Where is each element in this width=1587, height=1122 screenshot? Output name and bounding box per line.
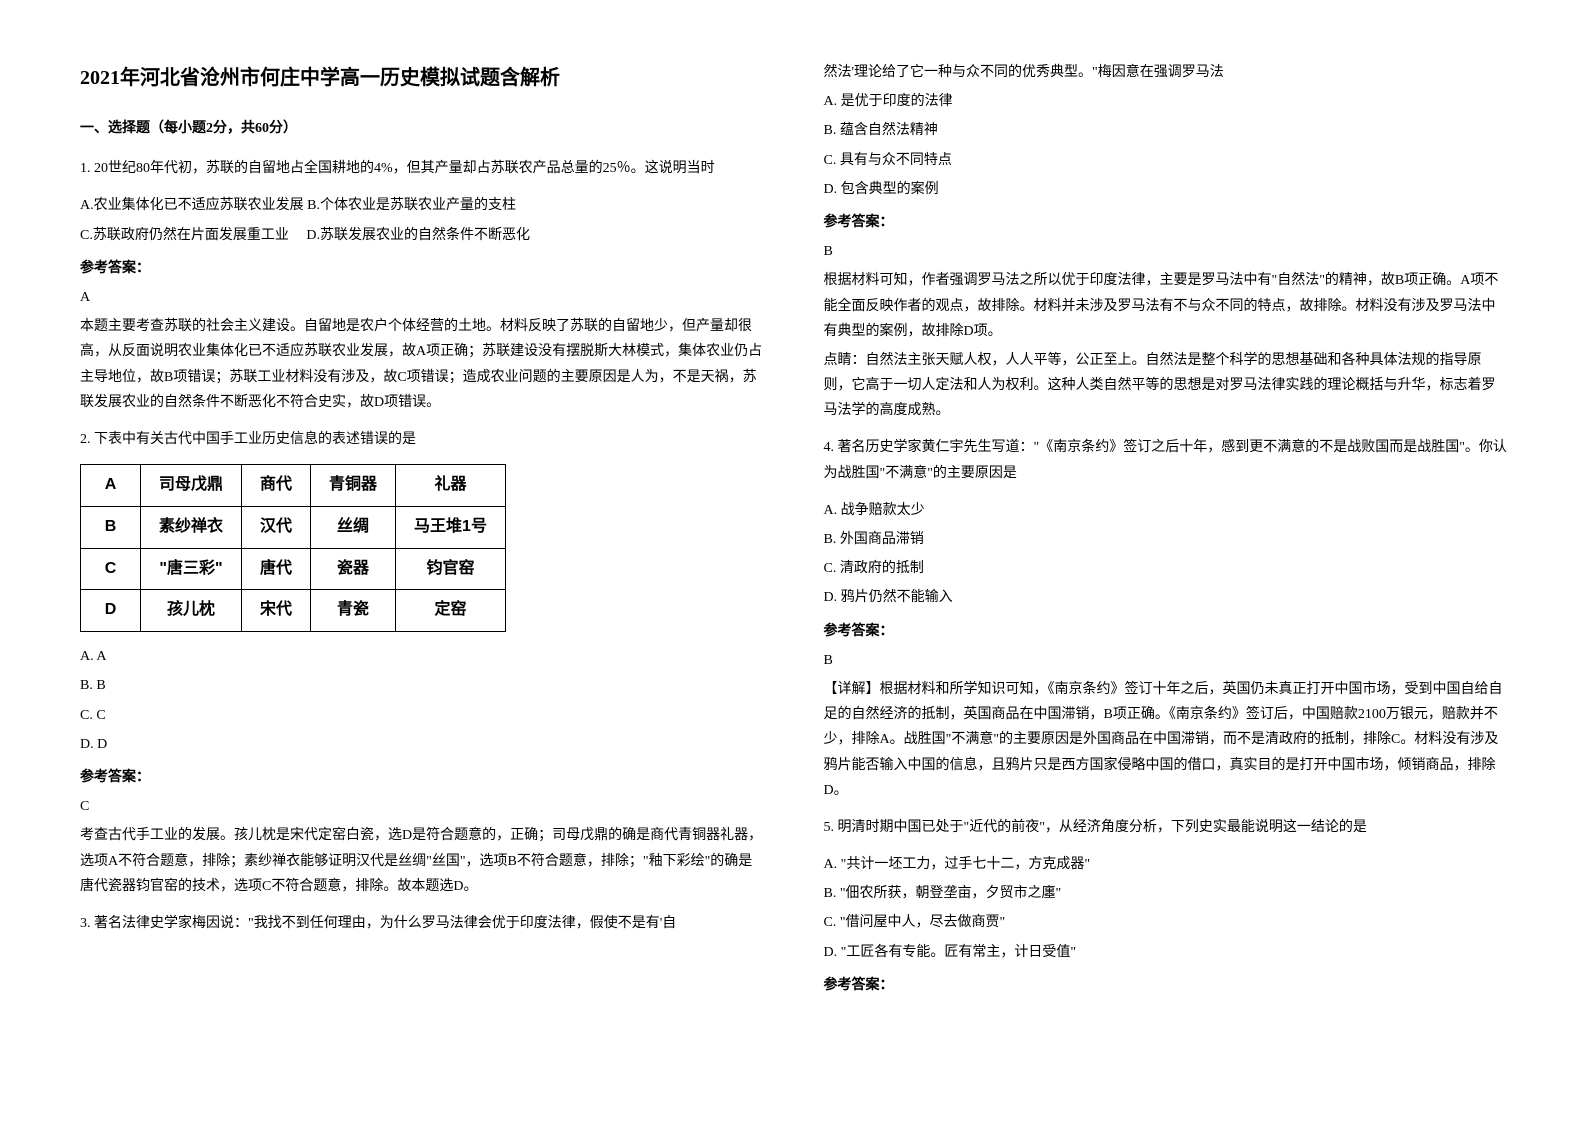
- question-5: 5. 明清时期中国已处于"近代的前夜"，从经济角度分析，下列史实最能说明这一结论…: [824, 815, 1508, 840]
- q4-opt-b: B. 外国商品滞销: [824, 527, 1508, 552]
- q1-opt-cd: C.苏联政府仍然在片面发展重工业 D.苏联发展农业的自然条件不断恶化: [80, 223, 764, 248]
- cell: 汉代: [242, 506, 311, 548]
- table-row: D 孩儿枕 宋代 青瓷 定窑: [81, 590, 506, 632]
- q1-answer-label: 参考答案：: [80, 256, 764, 281]
- cell: 马王堆1号: [396, 506, 506, 548]
- cell: "唐三彩": [141, 548, 242, 590]
- q5-stem: 5. 明清时期中国已处于"近代的前夜"，从经济角度分析，下列史实最能说明这一结论…: [824, 815, 1508, 840]
- q2-stem: 2. 下表中有关古代中国手工业历史信息的表述错误的是: [80, 427, 764, 452]
- cell: 钧官窑: [396, 548, 506, 590]
- cell: A: [81, 465, 141, 507]
- q1-explanation: 本题主要考查苏联的社会主义建设。自留地是农户个体经营的土地。材料反映了苏联的自留…: [80, 314, 764, 415]
- q1-stem: 1. 20世纪80年代初，苏联的自留地占全国耕地的4%，但其产量却占苏联农产品总…: [80, 156, 764, 181]
- q2-opt-b: B. B: [80, 673, 764, 698]
- q1-opt-ab: A.农业集体化已不适应苏联农业发展 B.个体农业是苏联农业产量的支柱: [80, 193, 764, 218]
- cell: 唐代: [242, 548, 311, 590]
- q3-opt-d: D. 包含典型的案例: [824, 177, 1508, 202]
- q3-answer-label: 参考答案：: [824, 210, 1508, 235]
- q2-answer-label: 参考答案：: [80, 765, 764, 790]
- q5-opt-a: A. "共计一坯工力，过手七十二，方克成器": [824, 852, 1508, 877]
- q3-answer: B: [824, 239, 1508, 264]
- q2-answer: C: [80, 794, 764, 819]
- cell: 礼器: [396, 465, 506, 507]
- q4-answer: B: [824, 648, 1508, 673]
- q5-opt-b: B. "佃农所获，朝登垄亩，夕贸市之廛": [824, 881, 1508, 906]
- q5-answer-label: 参考答案：: [824, 973, 1508, 998]
- q2-table: A 司母戊鼎 商代 青铜器 礼器 B 素纱禅衣 汉代 丝绸 马王堆1号 C "唐…: [80, 464, 506, 632]
- q3-opt-a: A. 是优于印度的法律: [824, 89, 1508, 114]
- q3-stem: 3. 著名法律史学家梅因说："我找不到任何理由，为什么罗马法律会优于印度法律，假…: [80, 911, 764, 936]
- q1-answer: A: [80, 285, 764, 310]
- q4-explanation: 【详解】根据材料和所学知识可知，《南京条约》签订十年之后，英国仍未真正打开中国市…: [824, 677, 1508, 803]
- q3-stem-cont: 然法'理论给了它一种与众不同的优秀典型。"梅因意在强调罗马法: [824, 60, 1508, 85]
- cell: 丝绸: [311, 506, 396, 548]
- q2-opt-d: D. D: [80, 732, 764, 757]
- cell: 瓷器: [311, 548, 396, 590]
- table-row: C "唐三彩" 唐代 瓷器 钧官窑: [81, 548, 506, 590]
- cell: 素纱禅衣: [141, 506, 242, 548]
- q5-opt-d: D. "工匠各有专能。匠有常主，计日受值": [824, 940, 1508, 965]
- q4-opt-c: C. 清政府的抵制: [824, 556, 1508, 581]
- exam-title: 2021年河北省沧州市何庄中学高一历史模拟试题含解析: [80, 60, 764, 96]
- cell: C: [81, 548, 141, 590]
- q3-explanation-2: 点睛：自然法主张天赋人权，人人平等，公正至上。自然法是整个科学的思想基础和各种具…: [824, 348, 1508, 424]
- q3-explanation-1: 根据材料可知，作者强调罗马法之所以优于印度法律，主要是罗马法中有"自然法"的精神…: [824, 268, 1508, 344]
- cell: 司母戊鼎: [141, 465, 242, 507]
- q4-stem: 4. 著名历史学家黄仁宇先生写道："《南京条约》签订之后十年，感到更不满意的不是…: [824, 435, 1508, 485]
- cell: 定窑: [396, 590, 506, 632]
- question-4: 4. 著名历史学家黄仁宇先生写道："《南京条约》签订之后十年，感到更不满意的不是…: [824, 435, 1508, 485]
- q4-opt-d: D. 鸦片仍然不能输入: [824, 585, 1508, 610]
- q2-opt-c: C. C: [80, 703, 764, 728]
- table-row: A 司母戊鼎 商代 青铜器 礼器: [81, 465, 506, 507]
- q5-opt-c: C. "借问屋中人，尽去做商贾": [824, 910, 1508, 935]
- question-1: 1. 20世纪80年代初，苏联的自留地占全国耕地的4%，但其产量却占苏联农产品总…: [80, 156, 764, 181]
- q3-opt-c: C. 具有与众不同特点: [824, 148, 1508, 173]
- q3-opt-b: B. 蕴含自然法精神: [824, 118, 1508, 143]
- cell: D: [81, 590, 141, 632]
- table-row: B 素纱禅衣 汉代 丝绸 马王堆1号: [81, 506, 506, 548]
- cell: 青瓷: [311, 590, 396, 632]
- question-2: 2. 下表中有关古代中国手工业历史信息的表述错误的是: [80, 427, 764, 452]
- cell: 宋代: [242, 590, 311, 632]
- q4-opt-a: A. 战争赔款太少: [824, 498, 1508, 523]
- q2-explanation: 考查古代手工业的发展。孩儿枕是宋代定窑白瓷，选D是符合题意的，正确；司母戊鼎的确…: [80, 823, 764, 899]
- left-column: 2021年河北省沧州市何庄中学高一历史模拟试题含解析 一、选择题（每小题2分，共…: [80, 60, 764, 1002]
- cell: B: [81, 506, 141, 548]
- section-1-title: 一、选择题（每小题2分，共60分）: [80, 116, 764, 141]
- cell: 商代: [242, 465, 311, 507]
- q4-answer-label: 参考答案：: [824, 619, 1508, 644]
- right-column: 然法'理论给了它一种与众不同的优秀典型。"梅因意在强调罗马法 A. 是优于印度的…: [824, 60, 1508, 1002]
- q2-opt-a: A. A: [80, 644, 764, 669]
- cell: 青铜器: [311, 465, 396, 507]
- cell: 孩儿枕: [141, 590, 242, 632]
